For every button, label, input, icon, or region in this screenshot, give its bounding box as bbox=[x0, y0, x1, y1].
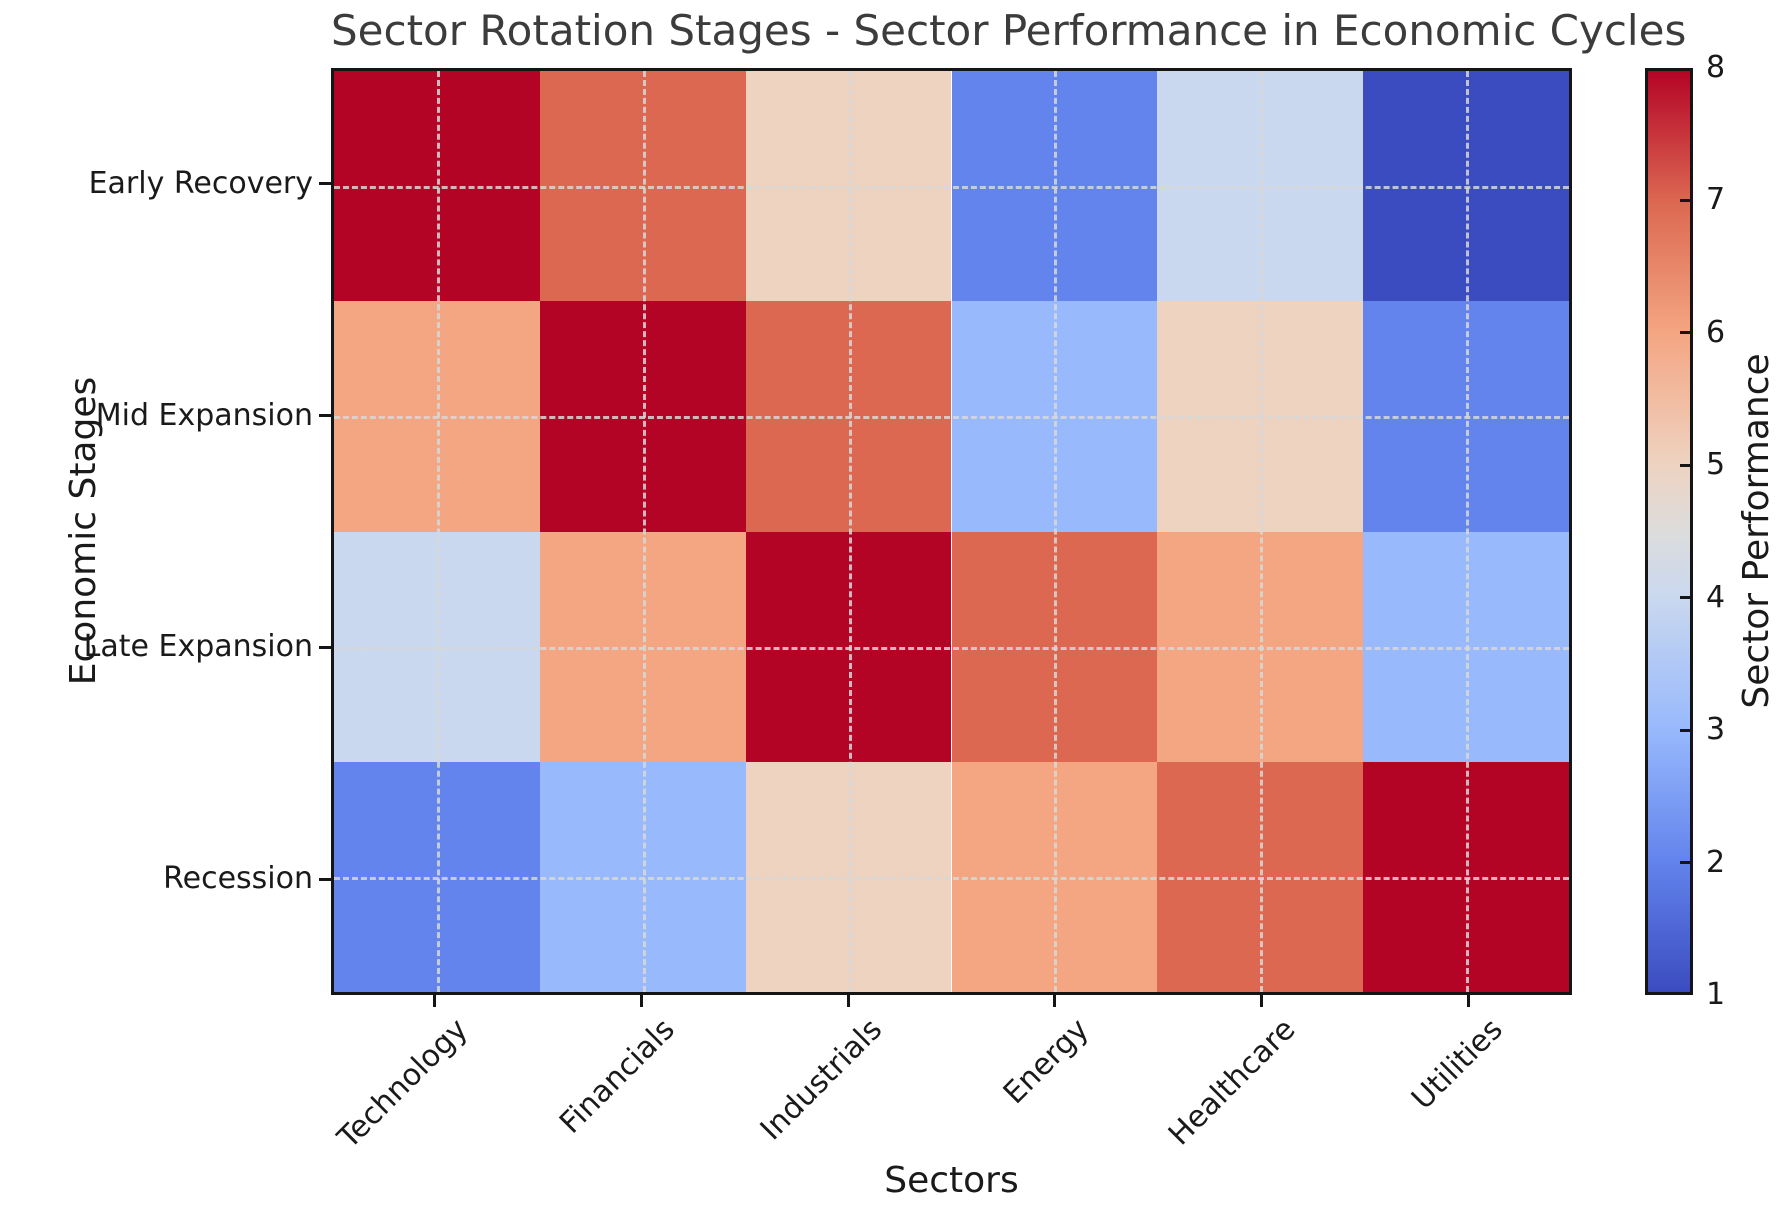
colorbar-tick-label: 5 bbox=[1706, 447, 1726, 483]
x-tick-label: Industrials bbox=[753, 1012, 889, 1148]
gridline-vertical bbox=[1260, 71, 1264, 992]
y-tick-mark bbox=[319, 645, 331, 649]
colorbar-tick-label: 1 bbox=[1706, 977, 1726, 1012]
colorbar-tick-mark bbox=[1680, 728, 1690, 732]
gridline-vertical bbox=[436, 71, 440, 992]
x-tick-label: Healthcare bbox=[1162, 1012, 1303, 1153]
colorbar-tick-mark bbox=[1680, 68, 1690, 71]
x-tick-mark bbox=[1260, 995, 1264, 1007]
colorbar-tick-label: 6 bbox=[1706, 314, 1726, 350]
heatmap-plot-area bbox=[331, 68, 1572, 995]
y-tick-label: Early Recovery bbox=[88, 165, 313, 201]
gridline-vertical bbox=[848, 71, 852, 992]
colorbar-tick-mark bbox=[1680, 992, 1690, 995]
y-tick-mark bbox=[319, 877, 331, 881]
x-axis-label: Sectors bbox=[884, 1160, 1019, 1201]
colorbar bbox=[1645, 68, 1693, 995]
gridline-horizontal bbox=[334, 876, 1569, 880]
chart-title: Sector Rotation Stages - Sector Performa… bbox=[331, 6, 1687, 55]
colorbar-tick-label: 3 bbox=[1706, 712, 1726, 748]
colorbar-tick-label: 2 bbox=[1706, 844, 1726, 880]
gridline-horizontal bbox=[334, 646, 1569, 650]
colorbar-tick-mark bbox=[1680, 463, 1690, 467]
colorbar-tick-mark bbox=[1680, 596, 1690, 600]
x-tick-mark bbox=[846, 995, 850, 1007]
y-tick-label: Recession bbox=[163, 861, 313, 897]
y-tick-mark bbox=[319, 182, 331, 186]
x-tick-mark bbox=[1467, 995, 1471, 1007]
gridline-vertical bbox=[1466, 71, 1470, 992]
x-tick-label: Technology bbox=[331, 1012, 476, 1156]
x-tick-mark bbox=[639, 995, 643, 1007]
y-tick-label: Mid Expansion bbox=[95, 397, 313, 433]
x-tick-label: Utilities bbox=[1404, 1012, 1510, 1117]
y-tick-label: Late Expansion bbox=[83, 629, 313, 665]
gridline-vertical bbox=[1054, 71, 1058, 992]
x-tick-label: Energy bbox=[996, 1012, 1096, 1112]
colorbar-tick-mark bbox=[1680, 331, 1690, 335]
colorbar-tick-mark bbox=[1680, 198, 1690, 202]
y-axis-label: Economic Stages bbox=[63, 376, 104, 686]
gridline-horizontal bbox=[334, 416, 1569, 420]
x-tick-label: Financials bbox=[553, 1012, 682, 1141]
colorbar-label: Sector Performance bbox=[1736, 353, 1777, 709]
y-tick-mark bbox=[319, 414, 331, 418]
gridline-vertical bbox=[642, 71, 646, 992]
x-tick-mark bbox=[1053, 995, 1057, 1007]
x-tick-mark bbox=[432, 995, 436, 1007]
colorbar-tick-mark bbox=[1680, 861, 1690, 865]
gridline-horizontal bbox=[334, 186, 1569, 190]
colorbar-tick-label: 8 bbox=[1706, 50, 1726, 85]
colorbar-tick-label: 4 bbox=[1706, 579, 1726, 615]
colorbar-tick-label: 7 bbox=[1706, 182, 1726, 218]
